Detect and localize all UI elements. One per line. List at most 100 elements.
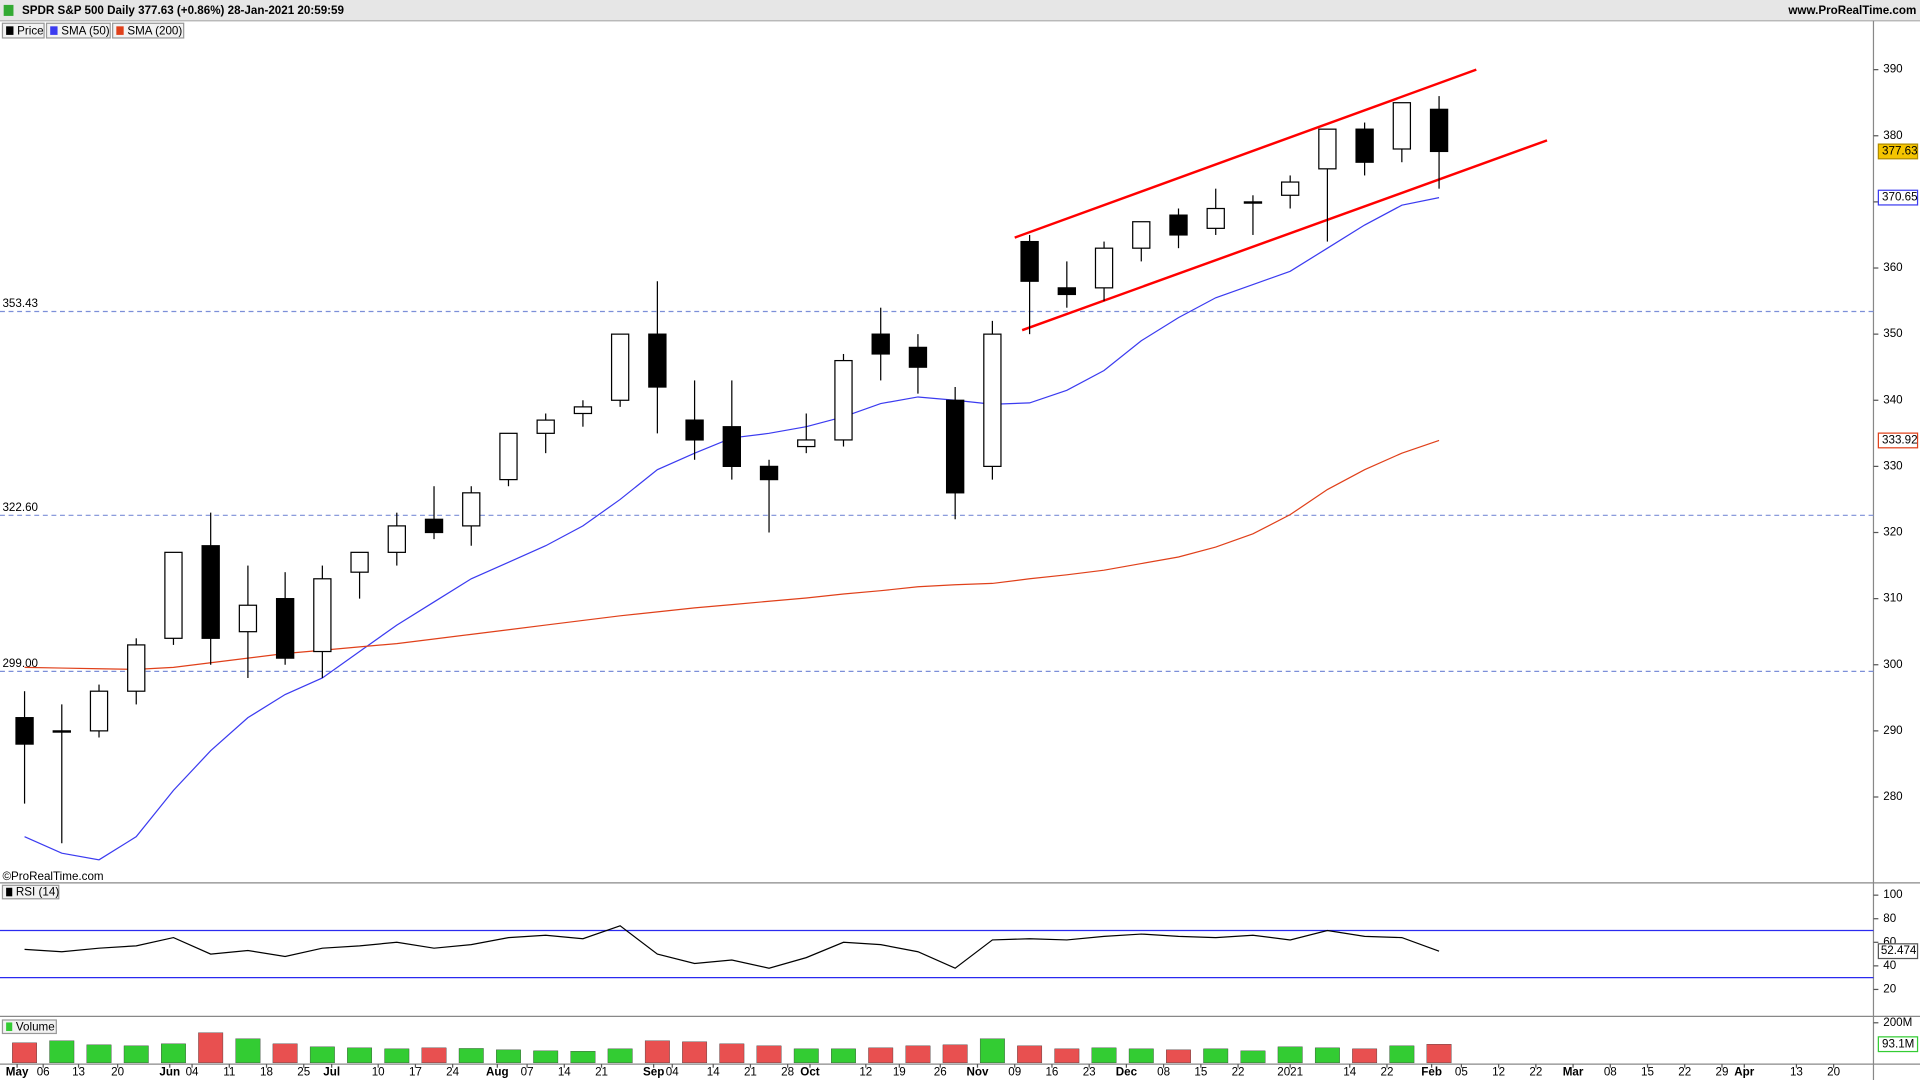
volume-value-box — [1877, 1036, 1919, 1053]
volume-bar — [793, 1048, 819, 1064]
volume-bar — [1389, 1045, 1415, 1064]
y-tick-label: 320 — [1883, 526, 1903, 539]
candle-body — [238, 604, 258, 633]
x-tick-label: 06 — [37, 1066, 50, 1079]
volume-bar — [719, 1043, 745, 1064]
legend-box — [112, 22, 185, 39]
x-tick-label: 22 — [1678, 1066, 1691, 1079]
candle-body — [1020, 240, 1039, 282]
candle-body — [722, 426, 742, 467]
y-tick-label: 300 — [1883, 658, 1903, 671]
rsi-value-label: 52.474 — [1881, 944, 1917, 957]
x-tick-label: 2021 — [1277, 1066, 1303, 1079]
volume-bar — [868, 1047, 894, 1064]
candle-body — [1057, 287, 1077, 296]
candle-body — [424, 518, 444, 534]
volume-bar — [496, 1049, 521, 1064]
volume-bar — [235, 1038, 261, 1064]
candle-body — [1392, 102, 1412, 150]
x-tick-label: 04 — [186, 1066, 199, 1079]
x-tick-label: 22 — [1529, 1066, 1542, 1079]
x-tick-label: 14 — [707, 1066, 720, 1079]
candle-body — [387, 525, 406, 553]
volume-bar — [309, 1046, 335, 1064]
y-tick-label: 330 — [1883, 459, 1903, 472]
x-tick-label: 12 — [859, 1066, 872, 1079]
y-tick-label: 280 — [1883, 790, 1903, 803]
x-tick-label: 05 — [1455, 1066, 1468, 1079]
candle-body — [462, 492, 481, 527]
candle-body — [797, 439, 816, 448]
volume-value-label: 93.1M — [1882, 1037, 1914, 1050]
candle-body — [610, 333, 630, 401]
candle-body — [1355, 128, 1374, 163]
candle-body — [1280, 181, 1300, 196]
rsi-value-box — [1877, 943, 1919, 960]
x-tick-label: 10 — [372, 1066, 385, 1079]
candle-body — [89, 690, 109, 732]
x-tick-label: 25 — [297, 1066, 310, 1079]
x-tick-label: 20 — [111, 1066, 124, 1079]
legend-swatch — [116, 26, 124, 35]
candle-body — [52, 730, 71, 733]
y-tick-label: 380 — [1883, 129, 1903, 142]
x-tick-label: 17 — [409, 1066, 422, 1079]
x-tick-label: Sep — [643, 1066, 664, 1079]
x-tick-label: Nov — [967, 1066, 989, 1079]
candle-body — [201, 545, 220, 639]
volume-bar — [1203, 1048, 1229, 1064]
candle-body — [1169, 214, 1188, 236]
x-tick-label: 14 — [1343, 1066, 1356, 1079]
x-tick-label: 08 — [1157, 1066, 1170, 1079]
x-tick-label: 28 — [781, 1066, 794, 1079]
candle-body — [759, 465, 779, 481]
y-tick-label: 390 — [1883, 63, 1903, 76]
y-tick-label: 100 — [1883, 888, 1903, 901]
volume-bar — [1054, 1048, 1080, 1064]
pane-title-box — [1, 1019, 57, 1035]
rsi-line — [24, 925, 1440, 969]
pane-title: RSI (14) — [16, 886, 59, 899]
volume-bar — [384, 1048, 410, 1064]
volume-bar — [123, 1045, 149, 1064]
legend-label: SMA (50) — [61, 24, 110, 37]
title-bar — [0, 0, 1920, 21]
volume-bar — [1128, 1048, 1154, 1064]
candle-body — [127, 644, 146, 692]
volume-bar — [1091, 1047, 1117, 1064]
volume-bar — [198, 1032, 224, 1064]
moving-average-label-box — [1877, 432, 1919, 449]
last-price-label-box — [1877, 143, 1919, 160]
x-tick-label: Dec — [1116, 1066, 1138, 1079]
pane-title: Volume — [16, 1020, 55, 1033]
candle-body — [834, 359, 853, 441]
support-label: 299.00 — [2, 657, 38, 670]
watermark: ©ProRealTime.com — [2, 870, 103, 883]
x-tick-label: 21 — [744, 1066, 757, 1079]
volume-bar — [570, 1051, 596, 1064]
legend-label: Price — [17, 24, 44, 37]
volume-bar — [1314, 1047, 1340, 1064]
candle-body — [871, 333, 890, 355]
volume-bar — [905, 1045, 931, 1064]
x-tick-label: Jul — [323, 1066, 340, 1079]
y-tick-label: 350 — [1883, 327, 1903, 340]
support-label: 353.43 — [2, 297, 38, 310]
candle-body — [945, 399, 965, 494]
x-tick-label: 22 — [1380, 1066, 1393, 1079]
trend-line — [1021, 139, 1548, 332]
volume-bar — [942, 1044, 968, 1064]
volume-bar — [1426, 1044, 1452, 1064]
candle-body — [499, 432, 518, 481]
candle-body — [313, 578, 332, 653]
y-tick-label: 310 — [1883, 592, 1903, 605]
x-tick-label: 13 — [72, 1066, 85, 1079]
legend-swatch — [50, 26, 58, 35]
x-tick-label: 16 — [1045, 1066, 1058, 1079]
candle-body — [164, 551, 183, 639]
volume-bar — [756, 1045, 782, 1064]
volume-bar — [682, 1041, 708, 1064]
x-tick-label: 07 — [521, 1066, 534, 1079]
candle-body — [536, 419, 555, 434]
